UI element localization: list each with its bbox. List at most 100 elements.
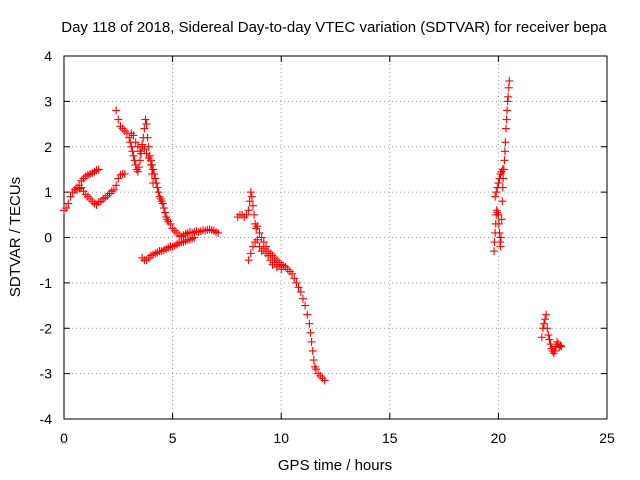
data-point: [120, 169, 129, 178]
y-tick-label: 1: [44, 184, 52, 200]
data-point: [303, 310, 312, 319]
data-point: [257, 233, 266, 242]
data-point: [141, 115, 150, 124]
y-tick-label: 2: [44, 139, 52, 155]
data-point: [147, 169, 156, 178]
data-point: [138, 140, 147, 149]
data-point: [142, 120, 151, 129]
data-point: [505, 76, 514, 85]
data-point: [247, 192, 256, 201]
series-track-b: [70, 165, 103, 194]
data-point: [244, 256, 253, 265]
series-track-a: [60, 169, 129, 215]
data-point: [136, 147, 145, 156]
data-point: [64, 199, 73, 208]
data-point: [540, 319, 549, 328]
series-track-h: [490, 76, 514, 256]
data-point: [140, 145, 149, 154]
data-point: [502, 124, 511, 133]
y-tick-label: -1: [40, 275, 53, 291]
data-point: [259, 238, 268, 247]
data-point: [493, 183, 502, 192]
data-point: [66, 192, 75, 201]
axis-ticks: [63, 55, 608, 420]
data-point: [556, 341, 565, 350]
data-point: [114, 115, 123, 124]
data-point: [503, 97, 512, 106]
data-point: [504, 83, 513, 92]
data-point: [75, 181, 84, 190]
data-point: [128, 147, 137, 156]
data-point: [94, 165, 103, 174]
data-point: [131, 138, 140, 147]
data-point: [497, 233, 506, 242]
series-track-i: [491, 165, 507, 201]
data-point: [133, 142, 142, 151]
data-point: [112, 181, 121, 190]
y-tick-label: 0: [44, 230, 52, 246]
data-point: [498, 197, 507, 206]
data-point: [500, 147, 509, 156]
data-point: [190, 233, 199, 242]
data-point: [491, 192, 500, 201]
data-point: [502, 115, 511, 124]
data-point: [259, 244, 268, 253]
data-point: [266, 256, 275, 265]
data-point: [494, 210, 503, 219]
data-point: [275, 260, 284, 269]
data-point: [309, 356, 318, 365]
x-tick-label: 20: [491, 430, 507, 446]
data-point: [541, 315, 550, 324]
data-point: [159, 204, 168, 213]
data-point: [154, 188, 163, 197]
data-point: [245, 197, 254, 206]
data-points: [60, 76, 566, 385]
data-point: [306, 328, 315, 337]
data-point: [255, 228, 264, 237]
data-point: [133, 167, 142, 176]
y-tick-label: -3: [40, 366, 53, 382]
series-track-e: [138, 233, 199, 265]
data-point: [311, 365, 320, 374]
x-tick-label: 15: [382, 430, 398, 446]
data-point: [134, 163, 143, 172]
data-point: [244, 206, 253, 215]
x-tick-label: 0: [60, 430, 68, 446]
data-point: [490, 247, 499, 256]
data-point: [301, 301, 310, 310]
x-tick-label: 10: [273, 430, 289, 446]
y-axis-tick-labels: -4 -3 -2 -1 0 1 2 3 4: [40, 48, 53, 427]
data-point: [116, 170, 125, 179]
data-point: [253, 235, 262, 244]
data-point: [129, 131, 138, 140]
data-point: [146, 160, 155, 169]
data-point: [253, 222, 262, 231]
y-tick-label: -2: [40, 320, 53, 336]
data-point: [248, 201, 257, 210]
data-point: [496, 242, 505, 251]
data-point: [503, 106, 512, 115]
data-point: [494, 179, 503, 188]
data-point: [151, 174, 160, 183]
data-point: [288, 269, 297, 278]
x-tick-label: 25: [599, 430, 615, 446]
data-point: [298, 294, 307, 303]
data-point: [114, 174, 123, 183]
data-point: [160, 208, 169, 217]
data-point: [307, 337, 316, 346]
chart-title: Day 118 of 2018, Sidereal Day-to-day VTE…: [61, 19, 607, 36]
data-point: [495, 228, 504, 237]
data-point: [136, 156, 145, 165]
data-point: [292, 278, 301, 287]
data-point: [277, 265, 286, 274]
data-point: [129, 151, 138, 160]
data-point: [320, 376, 329, 385]
data-point: [166, 219, 175, 228]
data-point: [543, 324, 552, 333]
data-point: [296, 287, 305, 296]
data-point: [149, 179, 158, 188]
y-tick-label: 4: [44, 48, 52, 64]
data-point: [545, 335, 554, 344]
series-track-j: [537, 310, 566, 358]
data-point: [550, 346, 559, 355]
